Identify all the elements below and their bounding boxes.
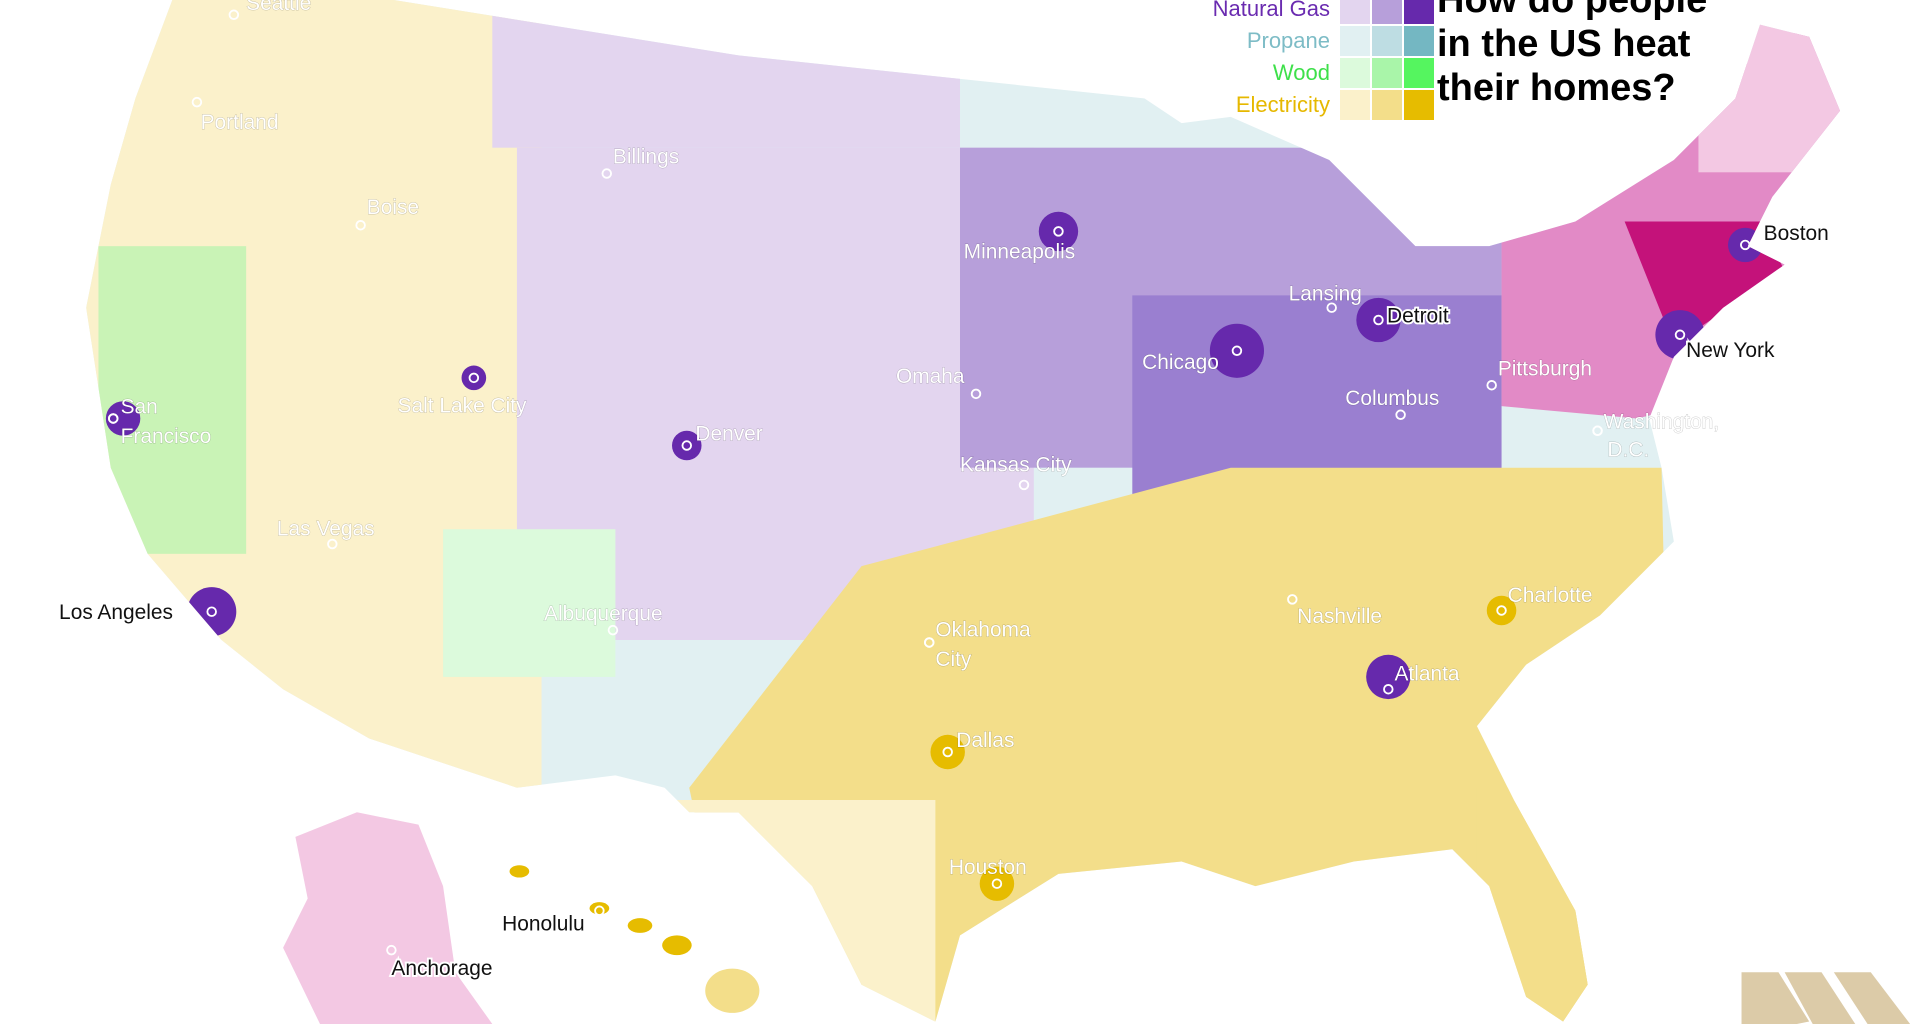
city-label: Columbus — [1345, 387, 1439, 410]
city-marker — [108, 413, 119, 424]
legend: Natural Gas Propane Wood Electricity — [1160, 0, 1434, 122]
city-marker — [1486, 380, 1497, 391]
legend-swatch — [1404, 90, 1434, 120]
logo — [1741, 972, 1911, 1024]
city-label: Billings — [613, 146, 679, 169]
city-marker — [327, 538, 338, 550]
legend-swatch — [1404, 58, 1434, 88]
legend-label: Propane — [1246, 28, 1330, 53]
legend-row: Wood — [1160, 58, 1434, 88]
city-marker — [386, 944, 397, 956]
city-label: Oklahoma — [935, 618, 1031, 641]
city-label: Minneapolis — [964, 240, 1076, 263]
city-label: Atlanta — [1394, 663, 1459, 686]
city-label: Las Vegas — [277, 517, 375, 540]
city-label: Charlotte — [1508, 584, 1593, 607]
city-label: City — [935, 648, 972, 671]
city-marker — [1326, 302, 1337, 313]
legend-swatch — [1340, 26, 1370, 56]
city-marker — [991, 878, 1003, 889]
legend-swatch — [1404, 26, 1434, 56]
city-label: Pittsburgh — [1498, 357, 1592, 380]
city-label: Honolulu — [502, 912, 585, 935]
city-label: Lansing — [1289, 282, 1362, 305]
city-label: Boston — [1764, 222, 1829, 245]
city-label: New York — [1686, 339, 1775, 362]
title-line: in the US heat — [1437, 23, 1691, 65]
city-marker — [1674, 329, 1686, 340]
city-label: Dallas — [956, 729, 1014, 752]
legend-swatch — [1372, 90, 1402, 120]
legend-swatch — [1372, 58, 1402, 88]
legend-row: Electricity — [1160, 90, 1434, 120]
city-label: Washington, — [1604, 410, 1719, 433]
city-label: Houston — [949, 856, 1027, 879]
city-marker — [1053, 226, 1064, 237]
city-marker — [970, 388, 982, 400]
legend-row: Propane — [1160, 26, 1434, 56]
city-marker — [1740, 239, 1751, 251]
city-label: San — [121, 396, 158, 419]
city-label: Chicago — [1142, 351, 1219, 374]
city-marker — [191, 96, 203, 108]
city-label: Francisco — [121, 425, 212, 448]
city-label: Nashville — [1297, 605, 1382, 628]
city-label: Portland — [201, 111, 279, 134]
city-marker — [1373, 314, 1384, 326]
city-label: Albuquerque — [544, 602, 663, 625]
legend-label: Natural Gas — [1212, 0, 1330, 21]
city-label: D.C. — [1607, 439, 1649, 462]
city-marker — [1496, 605, 1507, 616]
title-line: How do people — [1437, 0, 1708, 21]
city-labels: Seattle Portland Boise Billings Minneapolis L… — [57, 0, 1830, 982]
hawaii — [509, 865, 760, 1013]
legend-swatch — [1372, 0, 1402, 24]
city-marker — [1018, 479, 1030, 491]
legend-swatch — [1340, 58, 1370, 88]
legend-swatch — [1340, 0, 1370, 24]
alaska — [283, 812, 493, 1024]
legend-swatch — [1404, 0, 1434, 24]
city-marker — [1231, 345, 1243, 356]
city-label: Anchorage — [391, 957, 492, 980]
city-marker — [206, 606, 217, 617]
city-marker — [1592, 425, 1603, 436]
title-line: their homes? — [1437, 67, 1676, 109]
city-marker — [1395, 409, 1406, 420]
city-marker — [607, 624, 619, 636]
legend-row: Natural Gas — [1160, 0, 1434, 24]
legend-label: Electricity — [1235, 92, 1330, 117]
city-label: Denver — [695, 423, 762, 446]
city-label: Kansas City — [960, 453, 1072, 476]
legend-swatch — [1340, 90, 1370, 120]
city-label: Salt Lake City — [398, 394, 528, 417]
legend-swatch — [1372, 26, 1402, 56]
city-marker — [594, 905, 605, 917]
city-marker — [942, 746, 953, 758]
city-marker — [468, 372, 480, 384]
city-marker — [355, 220, 366, 231]
legend-label: Wood — [1272, 60, 1330, 85]
city-label: Los Angeles — [59, 601, 173, 624]
city-label: Detroit — [1387, 304, 1449, 327]
city-marker — [1287, 594, 1298, 605]
city-label: Omaha — [896, 365, 965, 388]
city-marker — [1383, 684, 1394, 695]
city-label: Seattle — [246, 0, 311, 15]
city-marker — [228, 9, 240, 20]
city-marker — [924, 637, 935, 648]
city-marker — [601, 168, 613, 179]
city-label: Boise — [367, 196, 419, 219]
city-marker — [681, 440, 693, 451]
map-title: How do people in the US heat their homes… — [1437, 0, 1707, 110]
